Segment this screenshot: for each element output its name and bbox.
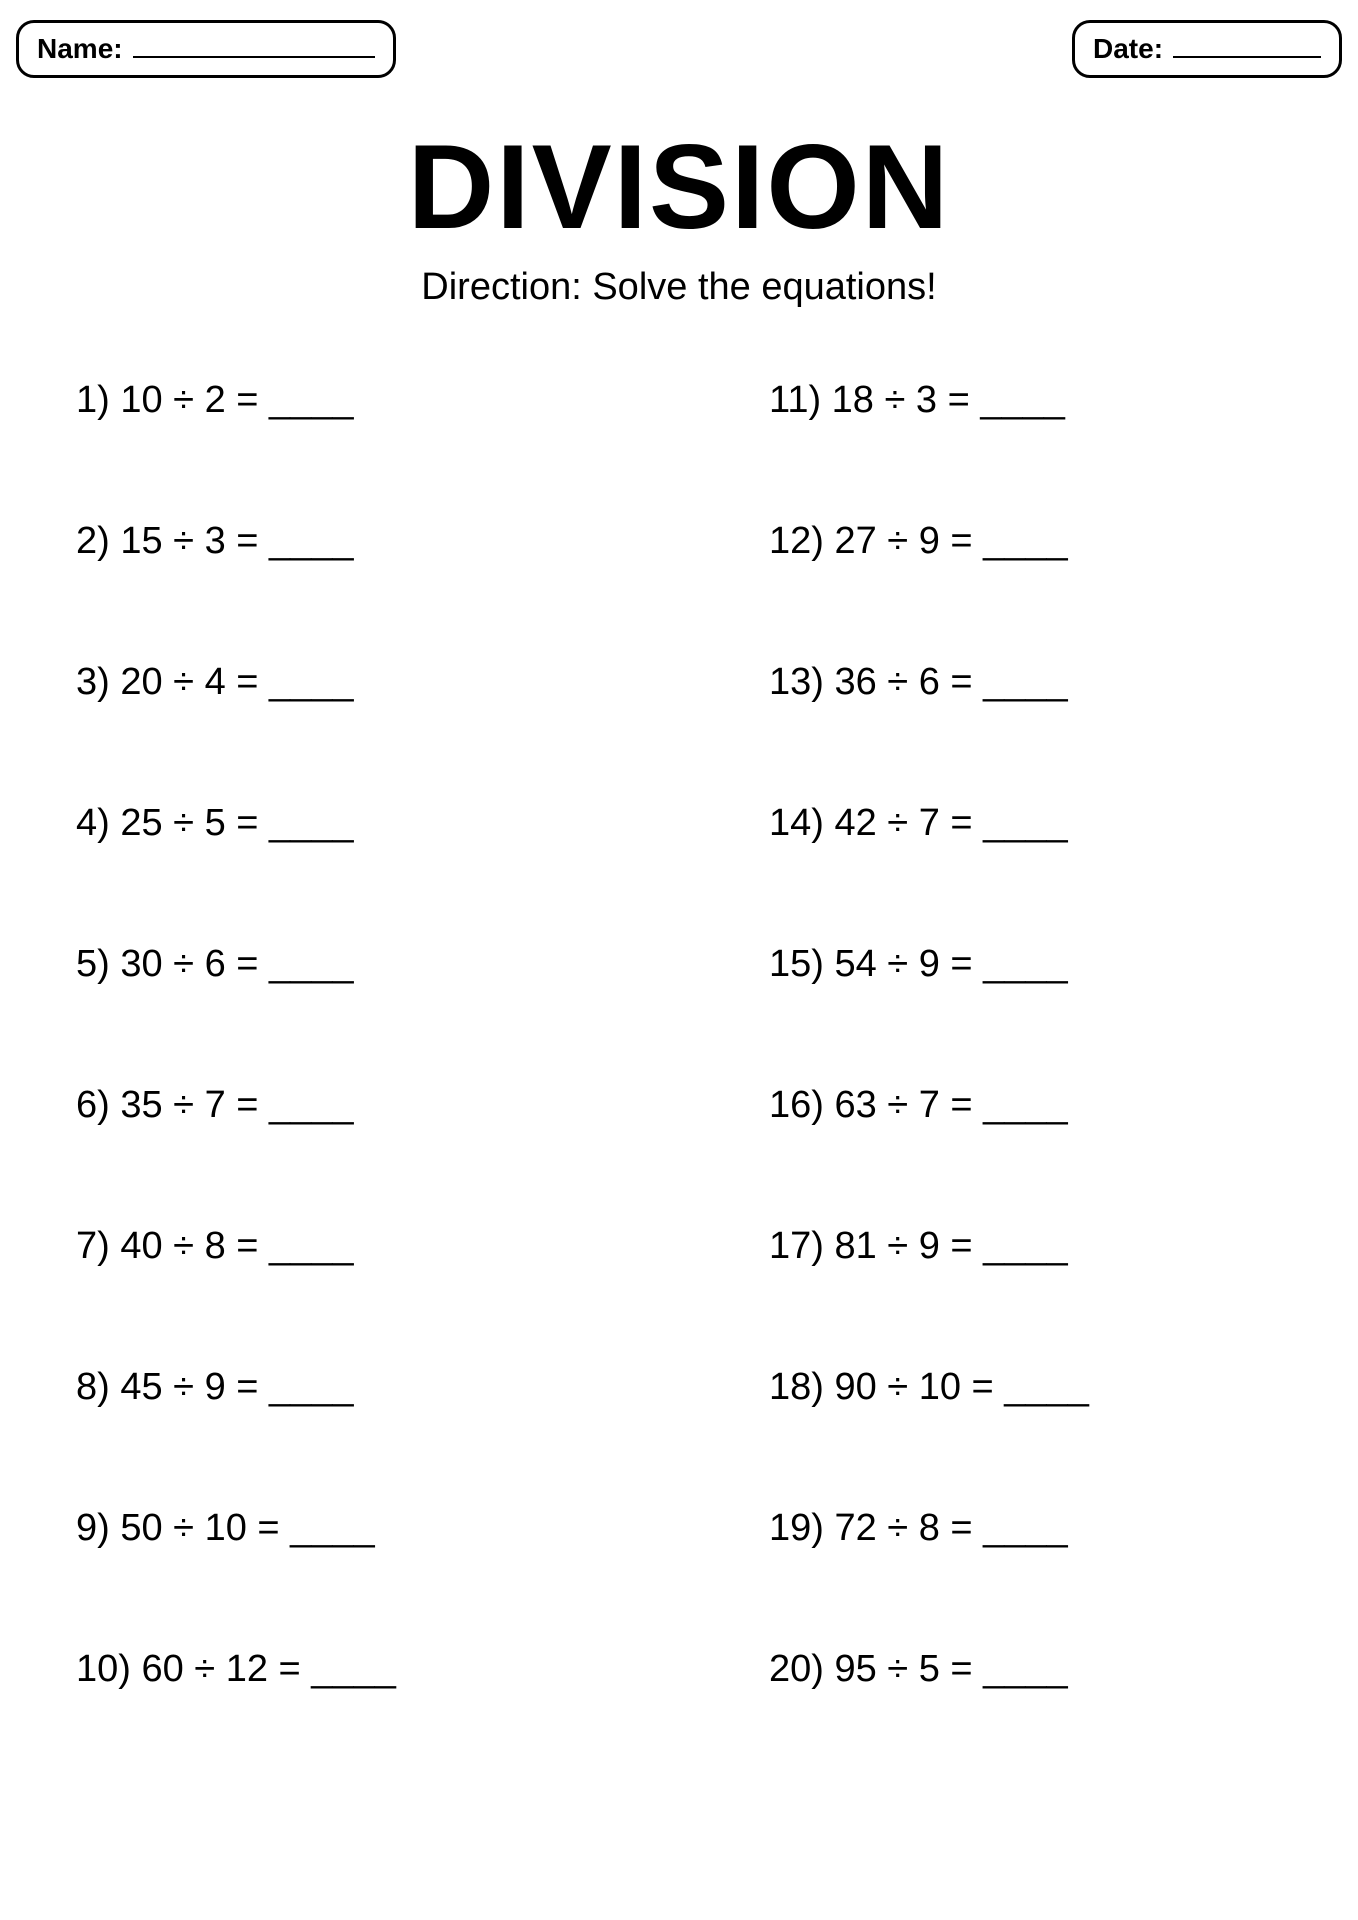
date-label: Date: bbox=[1093, 33, 1163, 65]
problem-6: 6) 35 ÷ 7 = ____ bbox=[76, 1084, 589, 1127]
problem-7: 7) 40 ÷ 8 = ____ bbox=[76, 1225, 589, 1268]
problems-column-right: 11) 18 ÷ 3 = ____ 12) 27 ÷ 9 = ____ 13) … bbox=[709, 379, 1282, 1691]
date-field-box[interactable]: Date: bbox=[1072, 20, 1342, 78]
name-field-box[interactable]: Name: bbox=[16, 20, 396, 78]
problem-9: 9) 50 ÷ 10 = ____ bbox=[76, 1507, 589, 1550]
problem-13: 13) 36 ÷ 6 = ____ bbox=[769, 661, 1282, 704]
problems-container: 1) 10 ÷ 2 = ____ 2) 15 ÷ 3 = ____ 3) 20 … bbox=[16, 379, 1342, 1691]
date-input-line[interactable] bbox=[1173, 34, 1321, 58]
problem-12: 12) 27 ÷ 9 = ____ bbox=[769, 520, 1282, 563]
problem-20: 20) 95 ÷ 5 = ____ bbox=[769, 1648, 1282, 1691]
problem-8: 8) 45 ÷ 9 = ____ bbox=[76, 1366, 589, 1409]
problem-5: 5) 30 ÷ 6 = ____ bbox=[76, 943, 589, 986]
name-label: Name: bbox=[37, 33, 123, 65]
problem-16: 16) 63 ÷ 7 = ____ bbox=[769, 1084, 1282, 1127]
problem-1: 1) 10 ÷ 2 = ____ bbox=[76, 379, 589, 422]
problem-15: 15) 54 ÷ 9 = ____ bbox=[769, 943, 1282, 986]
worksheet-title: DIVISION bbox=[16, 118, 1342, 256]
problems-column-left: 1) 10 ÷ 2 = ____ 2) 15 ÷ 3 = ____ 3) 20 … bbox=[76, 379, 589, 1691]
problem-18: 18) 90 ÷ 10 = ____ bbox=[769, 1366, 1282, 1409]
problem-14: 14) 42 ÷ 7 = ____ bbox=[769, 802, 1282, 845]
worksheet-direction: Direction: Solve the equations! bbox=[16, 266, 1342, 309]
header-row: Name: Date: bbox=[16, 20, 1342, 78]
problem-2: 2) 15 ÷ 3 = ____ bbox=[76, 520, 589, 563]
problem-4: 4) 25 ÷ 5 = ____ bbox=[76, 802, 589, 845]
problem-17: 17) 81 ÷ 9 = ____ bbox=[769, 1225, 1282, 1268]
name-input-line[interactable] bbox=[133, 34, 375, 58]
problem-19: 19) 72 ÷ 8 = ____ bbox=[769, 1507, 1282, 1550]
problem-11: 11) 18 ÷ 3 = ____ bbox=[769, 379, 1282, 422]
problem-3: 3) 20 ÷ 4 = ____ bbox=[76, 661, 589, 704]
problem-10: 10) 60 ÷ 12 = ____ bbox=[76, 1648, 589, 1691]
